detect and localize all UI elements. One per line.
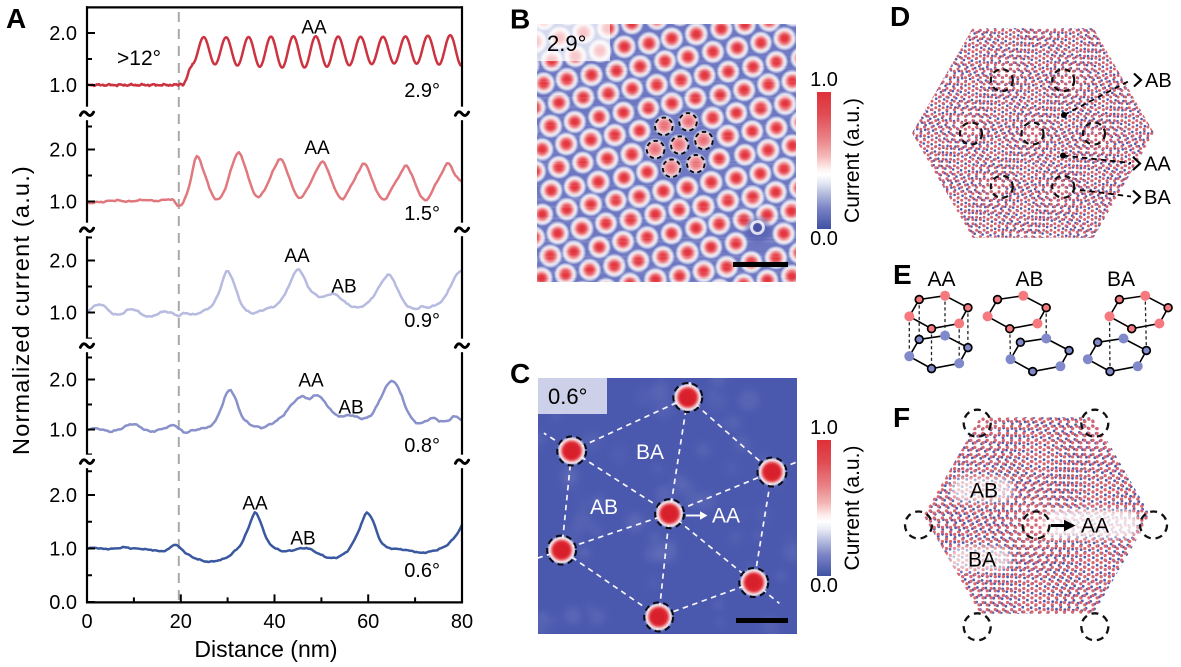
svg-text:2.9°: 2.9° [404, 80, 440, 102]
svg-text:2.0: 2.0 [49, 140, 77, 162]
svg-text:AA: AA [927, 268, 955, 291]
svg-text:0.6°: 0.6° [404, 560, 440, 582]
svg-text:B: B [510, 4, 530, 35]
svg-text:AA: AA [304, 138, 330, 159]
svg-text:1.5°: 1.5° [404, 203, 440, 225]
svg-text:1.0: 1.0 [49, 192, 77, 214]
svg-text:C: C [510, 358, 530, 389]
svg-text:2.0: 2.0 [49, 23, 77, 45]
svg-text:Distance (nm): Distance (nm) [194, 636, 337, 662]
svg-text:60: 60 [357, 611, 379, 633]
svg-text:AA: AA [712, 505, 740, 528]
svg-text:D: D [890, 1, 910, 32]
svg-text:E: E [893, 259, 912, 290]
svg-text:1.0: 1.0 [49, 303, 77, 325]
svg-text:0.0: 0.0 [810, 228, 838, 250]
svg-text:2.0: 2.0 [49, 370, 77, 392]
svg-text:F: F [893, 402, 910, 433]
svg-text:AA: AA [284, 246, 310, 267]
svg-text:Normalized current (a.u.): Normalized current (a.u.) [8, 165, 34, 455]
svg-text:80: 80 [451, 611, 473, 633]
svg-text:BA: BA [1107, 268, 1135, 291]
svg-text:AB: AB [338, 398, 363, 419]
svg-text:AA: AA [242, 494, 268, 515]
svg-text:0.9°: 0.9° [404, 310, 440, 332]
svg-text:>12°: >12° [117, 47, 161, 70]
svg-text:0.0: 0.0 [810, 575, 838, 597]
svg-text:0.8°: 0.8° [404, 435, 440, 457]
svg-text:AA: AA [1081, 515, 1109, 538]
svg-text:BA: BA [1144, 187, 1171, 209]
svg-text:Current (a.u.): Current (a.u.) [841, 98, 864, 223]
svg-text:1.0: 1.0 [49, 75, 77, 97]
svg-text:Current (a.u.): Current (a.u.) [841, 446, 864, 571]
svg-text:1.0: 1.0 [49, 539, 77, 561]
svg-text:0.0: 0.0 [49, 592, 77, 614]
svg-text:AA: AA [301, 18, 327, 39]
svg-text:1.0: 1.0 [810, 69, 838, 91]
svg-text:2.0: 2.0 [49, 485, 77, 507]
svg-text:20: 20 [170, 611, 192, 633]
svg-text:1.0: 1.0 [810, 417, 838, 439]
svg-text:AA: AA [1144, 154, 1171, 176]
svg-text:AB: AB [1145, 70, 1172, 92]
svg-text:2.9°: 2.9° [547, 31, 586, 56]
svg-text:A: A [6, 3, 26, 34]
svg-text:0.6°: 0.6° [548, 384, 587, 409]
svg-text:0: 0 [81, 611, 92, 633]
svg-text:1.0: 1.0 [49, 420, 77, 442]
svg-text:AB: AB [290, 529, 315, 550]
svg-text:AA: AA [298, 371, 324, 392]
svg-text:AB: AB [590, 496, 618, 519]
svg-text:AB: AB [331, 277, 356, 298]
svg-text:BA: BA [968, 549, 996, 572]
svg-text:BA: BA [636, 441, 664, 464]
svg-text:2.0: 2.0 [49, 251, 77, 273]
svg-text:AB: AB [970, 480, 998, 503]
svg-text:40: 40 [263, 611, 285, 633]
svg-text:AB: AB [1015, 268, 1043, 291]
